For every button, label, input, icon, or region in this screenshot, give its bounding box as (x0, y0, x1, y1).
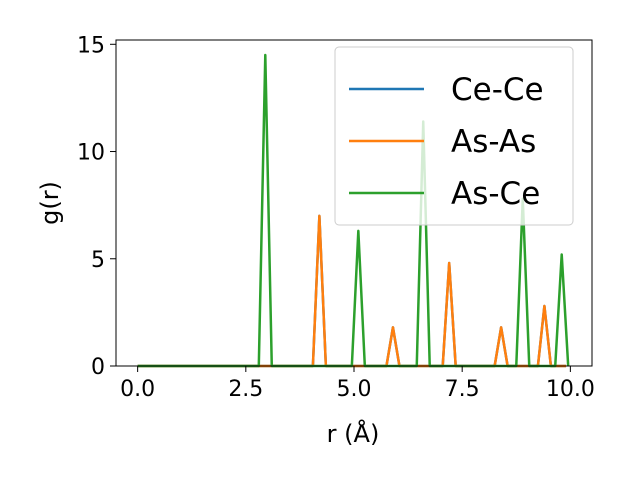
legend-label: As-Ce (451, 176, 540, 212)
y-tick-label: 5 (91, 248, 105, 273)
legend-label: Ce-Ce (451, 72, 544, 108)
y-tick-label: 0 (91, 355, 105, 380)
x-axis-label: r (Å) (327, 419, 380, 448)
y-tick-label: 10 (77, 141, 105, 166)
x-tick-label: 2.5 (228, 377, 263, 402)
series-line-as-as (137, 214, 567, 368)
legend: Ce-Ce As-As As-Ce (334, 46, 574, 226)
x-tick-label: 5.0 (337, 377, 372, 402)
y-tick-label: 15 (77, 33, 105, 58)
x-tick-label: 10.0 (546, 377, 595, 402)
x-tick-label: 7.5 (445, 377, 480, 402)
legend-label: As-As (451, 124, 536, 160)
axes: 0.0 2.5 5.0 7.5 10.0 0 5 10 15 (77, 33, 595, 402)
legend-box (334, 46, 574, 226)
x-tick-label: 0.0 (120, 377, 155, 402)
y-axis-label: g(r) (36, 181, 64, 225)
